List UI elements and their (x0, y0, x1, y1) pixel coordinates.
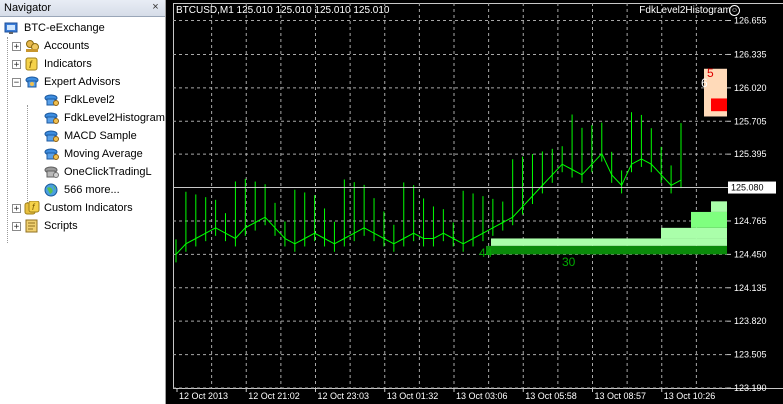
y-tick-label: 124.765 (734, 216, 767, 226)
indicators-icon: f (24, 57, 40, 71)
price-series-line (175, 152, 682, 255)
tree-item-label: OneClickTradingL (64, 166, 152, 178)
tree-item-label: FdkLevel2 (64, 94, 115, 106)
navigator-title: Navigator (4, 2, 52, 14)
y-tick-label: 123.505 (734, 350, 767, 360)
navigator-panel: Navigator × BTC-eExchange + Accounts + f… (0, 0, 166, 404)
tree-item-moving-average[interactable]: Moving Average (0, 145, 165, 163)
expert-icon (44, 147, 60, 161)
y-tick-label: 126.335 (734, 49, 767, 59)
expert-icon (44, 111, 60, 125)
tree-item-label: Expert Advisors (44, 76, 121, 88)
indicator-name: FdkLevel2Histogram (639, 5, 731, 16)
tree-item-label: Accounts (44, 40, 90, 52)
navigator-header: Navigator × (0, 0, 165, 17)
navigator-tree: BTC-eExchange + Accounts + f Indicators … (0, 17, 165, 243)
smiley-icon[interactable]: ☺ (729, 5, 740, 16)
tree-item-custom-indicators[interactable]: + f Custom Indicators (0, 199, 165, 217)
x-tick-label: 13 Oct 01:32 (387, 391, 439, 401)
x-tick-label: 12 Oct 2013 (179, 391, 228, 401)
y-tick-label: 126.020 (734, 83, 767, 93)
tree-root[interactable]: BTC-eExchange (0, 19, 165, 37)
expand-icon[interactable]: + (12, 41, 21, 52)
y-tick-label: 123.190 (734, 383, 767, 393)
histogram-level (491, 238, 727, 246)
expand-icon[interactable]: + (12, 59, 21, 70)
custom-indicators-icon: f (24, 200, 40, 215)
y-tick-label: 124.450 (734, 249, 767, 259)
tree-item-macd-sample[interactable]: MACD Sample (0, 127, 165, 145)
annotation-label: 6 (701, 76, 708, 90)
tree-root-label: BTC-eExchange (24, 22, 105, 34)
tree-connector (7, 37, 8, 243)
tree-item-label: Custom Indicators (44, 202, 133, 214)
annotation-label: 44 (479, 246, 493, 260)
tree-item-scripts[interactable]: + Scripts (0, 217, 165, 235)
tree-item-fdklevel2[interactable]: FdkLevel2 (0, 91, 165, 109)
tree-item-label: MACD Sample (64, 130, 137, 142)
x-tick-label: 13 Oct 10:26 (664, 391, 716, 401)
current-price-tag (728, 181, 776, 194)
x-tick-label: 12 Oct 23:03 (318, 391, 370, 401)
annotation-label: 5 (707, 66, 714, 80)
expand-icon[interactable]: + (12, 203, 21, 214)
expert-gray-icon (44, 165, 60, 179)
tree-connector (27, 105, 28, 205)
chart-canvas: 126.655 126.335 126.020 125.705 125.395 125.0… (173, 3, 776, 401)
tree-item-more[interactable]: 566 more... (0, 181, 165, 199)
tree-item-expert-advisors[interactable]: − Expert Advisors (0, 73, 165, 91)
expert-icon (44, 129, 60, 143)
histogram-level (711, 98, 727, 112)
y-tick-label: 124.135 (734, 283, 767, 293)
tree-item-label: Scripts (44, 220, 78, 232)
x-tick-label: 13 Oct 08:57 (595, 391, 647, 401)
tree-item-label: Indicators (44, 58, 92, 70)
scripts-icon (24, 219, 40, 233)
chart-title: BTCUSD,M1 125.010 125.010 125.010 125.01… (176, 5, 390, 16)
tree-item-indicators[interactable]: + f Indicators (0, 55, 165, 73)
accounts-icon (24, 39, 40, 53)
terminal-icon (4, 21, 20, 35)
expert-icon (44, 93, 60, 107)
tree-item-accounts[interactable]: + Accounts (0, 37, 165, 55)
histogram-level (711, 201, 727, 212)
x-tick-label: 13 Oct 05:58 (525, 391, 577, 401)
histogram-level (486, 245, 727, 255)
svg-text:f: f (32, 202, 36, 212)
y-tick-label: 123.820 (734, 316, 767, 326)
svg-text:f: f (29, 60, 33, 71)
x-tick-label: 13 Oct 03:06 (456, 391, 508, 401)
tree-item-label: FdkLevel2Histogram (64, 112, 165, 124)
histogram-level (661, 227, 727, 239)
tree-item-fdklevel2histogram[interactable]: FdkLevel2Histogram (0, 109, 165, 127)
expert-advisors-icon (24, 75, 40, 89)
y-tick-label: 125.395 (734, 149, 767, 159)
tree-item-label: Moving Average (64, 148, 143, 160)
close-icon[interactable]: × (152, 1, 159, 13)
y-tick-label: 125.705 (734, 116, 767, 126)
current-price-label: 125.080 (731, 183, 764, 193)
annotation-label: 30 (562, 255, 576, 269)
y-tick-label: 126.655 (734, 16, 767, 26)
tree-item-oneclicktrading[interactable]: OneClickTradingL (0, 163, 165, 181)
expand-icon[interactable]: + (12, 221, 21, 232)
price-chart[interactable]: BTCUSD,M1 125.010 125.010 125.010 125.01… (166, 0, 783, 404)
plot-area[interactable] (173, 3, 783, 389)
tree-item-label: 566 more... (64, 184, 120, 196)
collapse-icon[interactable]: − (12, 77, 21, 88)
histogram-level (691, 211, 727, 228)
x-tick-label: 12 Oct 21:02 (248, 391, 300, 401)
globe-icon (44, 183, 60, 197)
